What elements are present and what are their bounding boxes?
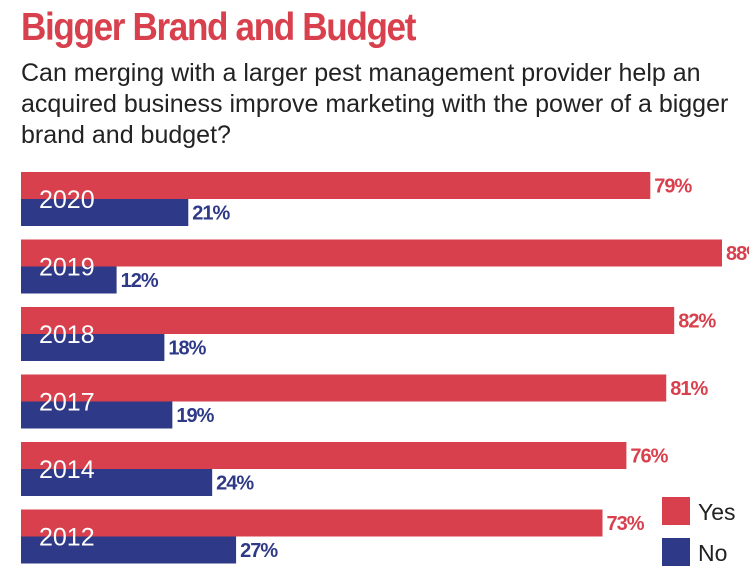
bar-no-2014 — [21, 469, 213, 496]
value-label-no-2020: 21% — [192, 203, 230, 225]
bar-yes-2018 — [21, 307, 675, 334]
bar-yes-2017 — [21, 374, 667, 402]
value-label-yes-2014: 76% — [630, 446, 668, 468]
bar-no-2020 — [21, 199, 189, 226]
value-label-yes-2019: 88% — [726, 243, 749, 265]
legend-swatch-yes — [662, 497, 690, 525]
value-label-no-2018: 18% — [168, 338, 206, 360]
value-label-yes-2017: 81% — [670, 378, 708, 400]
bar-no-2017 — [21, 401, 173, 429]
bar-no-2019 — [21, 266, 117, 294]
legend-label-no: No — [698, 540, 727, 566]
category-label-2014: 2014 — [39, 456, 95, 484]
value-label-no-2019: 12% — [121, 270, 159, 292]
value-label-yes-2018: 82% — [678, 311, 716, 333]
category-label-2018: 2018 — [39, 321, 95, 349]
value-label-no-2017: 19% — [176, 405, 214, 427]
bar-no-2018 — [21, 334, 165, 361]
category-label-2017: 2017 — [39, 389, 95, 417]
chart-title: Bigger Brand and Budget — [21, 6, 416, 49]
category-label-2020: 2020 — [39, 186, 95, 214]
value-label-no-2014: 24% — [216, 473, 254, 495]
legend-swatch-no — [662, 538, 690, 566]
bar-yes-2014 — [21, 442, 627, 469]
bar-no-2012 — [21, 536, 237, 564]
value-label-yes-2012: 73% — [607, 513, 645, 535]
bar-yes-2019 — [21, 239, 722, 267]
bar-yes-2012 — [21, 509, 603, 537]
chart-subtitle: Can merging with a larger pest managemen… — [21, 59, 729, 149]
value-label-no-2012: 27% — [240, 540, 278, 562]
bar-yes-2020 — [21, 172, 651, 199]
category-label-2019: 2019 — [39, 254, 95, 282]
legend-label-yes: Yes — [698, 499, 736, 525]
category-label-2012: 2012 — [39, 524, 95, 552]
value-label-yes-2020: 79% — [654, 176, 692, 198]
